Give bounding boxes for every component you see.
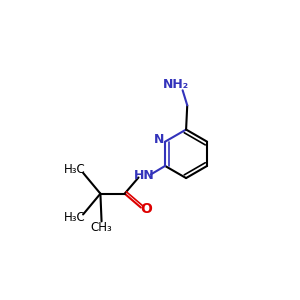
Text: HN: HN (134, 169, 155, 182)
Text: O: O (140, 202, 152, 216)
Text: H₃C: H₃C (63, 163, 85, 176)
Text: H₃C: H₃C (63, 211, 85, 224)
Text: CH₃: CH₃ (91, 221, 112, 234)
Text: NH₂: NH₂ (163, 78, 189, 91)
Text: N: N (154, 133, 164, 146)
